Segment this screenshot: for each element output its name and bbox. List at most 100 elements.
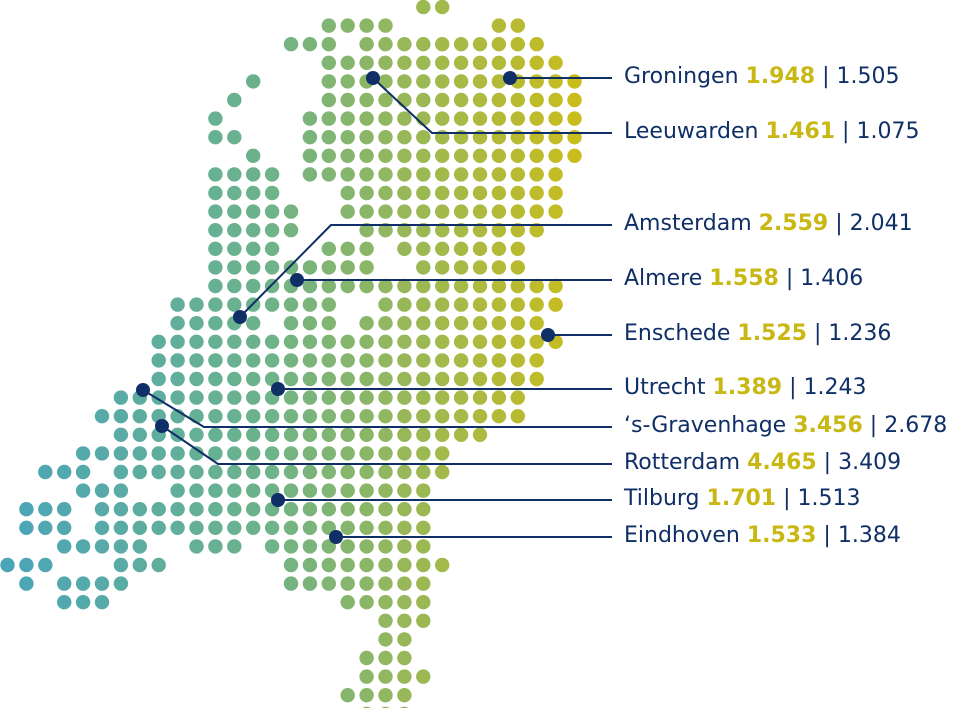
map-dot xyxy=(94,409,110,424)
value-separator: | xyxy=(815,64,837,89)
map-dot xyxy=(397,111,412,126)
map-dot xyxy=(246,353,261,368)
map-dot xyxy=(227,130,242,145)
map-dot xyxy=(378,446,393,461)
map-dot xyxy=(453,241,469,256)
map-dot xyxy=(340,557,355,573)
map-dot xyxy=(283,316,299,331)
map-dot xyxy=(548,185,563,201)
map-dot xyxy=(189,371,204,387)
map-dot xyxy=(283,223,299,238)
map-dot xyxy=(453,204,469,219)
city-marker-tilburg xyxy=(271,493,285,507)
map-dot xyxy=(340,334,355,349)
map-dot xyxy=(510,316,525,331)
map-dot xyxy=(321,464,336,480)
map-dot xyxy=(340,74,355,89)
map-dot xyxy=(416,371,431,387)
map-dot xyxy=(416,316,431,331)
map-dot xyxy=(491,316,507,331)
map-dot xyxy=(491,185,507,201)
map-dot xyxy=(302,464,318,480)
map-dot xyxy=(94,520,110,535)
map-dot xyxy=(19,520,34,535)
map-dot xyxy=(38,520,53,535)
map-dot xyxy=(491,204,507,219)
map-dot xyxy=(435,223,450,238)
city-value-highlight: 1.948 xyxy=(745,64,816,89)
map-dot xyxy=(435,371,450,387)
map-dot xyxy=(378,353,393,368)
map-dot xyxy=(264,464,280,480)
map-dot xyxy=(510,18,525,33)
map-dot xyxy=(491,223,507,238)
map-dot xyxy=(189,446,204,461)
map-dot xyxy=(246,520,261,535)
city-label-enschede: Enschede 1.525 | 1.236 xyxy=(624,321,891,347)
map-dot xyxy=(321,260,336,275)
map-dot xyxy=(548,297,563,312)
map-dot xyxy=(359,353,374,368)
map-dot xyxy=(397,557,412,573)
map-dot xyxy=(359,278,374,294)
map-dot xyxy=(472,409,488,424)
map-dot xyxy=(529,316,544,331)
map-dot xyxy=(378,297,393,312)
map-dot xyxy=(113,427,129,442)
map-dot xyxy=(529,148,544,163)
map-dot xyxy=(302,427,318,442)
value-separator: | xyxy=(828,211,850,236)
map-dot xyxy=(397,576,412,591)
map-dot xyxy=(472,241,488,256)
map-dot xyxy=(359,576,374,591)
map-dot xyxy=(208,111,223,126)
city-name: Tilburg xyxy=(624,486,700,511)
map-dot xyxy=(378,130,393,145)
map-dot xyxy=(435,557,450,573)
map-dot xyxy=(151,520,166,535)
map-dot xyxy=(340,167,355,182)
map-dot xyxy=(529,334,544,349)
map-dot xyxy=(435,167,450,182)
map-dot xyxy=(283,502,299,517)
map-dot xyxy=(491,55,507,70)
map-dot xyxy=(416,353,431,368)
map-dot xyxy=(491,390,507,405)
map-dot xyxy=(56,576,72,591)
map-dot xyxy=(359,446,374,461)
map-dot xyxy=(189,520,204,535)
map-dot xyxy=(397,390,412,405)
map-dot xyxy=(435,204,450,219)
city-marker-eindhoven xyxy=(329,530,343,544)
map-dot xyxy=(208,483,223,498)
map-dot xyxy=(56,464,72,480)
city-marker-leeuwarden xyxy=(366,71,380,85)
map-dot xyxy=(246,278,261,294)
map-dot xyxy=(378,371,393,387)
map-dot xyxy=(302,557,318,573)
map-dot xyxy=(529,371,544,387)
city-value-highlight: 1.533 xyxy=(746,523,817,548)
map-dot xyxy=(113,409,129,424)
map-dot xyxy=(472,427,488,442)
map-dot xyxy=(94,502,110,517)
map-dot xyxy=(453,37,469,52)
map-dot xyxy=(416,297,431,312)
map-dot xyxy=(359,55,374,70)
map-dot xyxy=(359,334,374,349)
map-dot xyxy=(94,576,110,591)
map-dot xyxy=(359,37,374,52)
map-dot xyxy=(227,241,242,256)
map-dot xyxy=(397,241,412,256)
city-value-secondary: 1.236 xyxy=(828,321,892,346)
map-dot xyxy=(397,353,412,368)
map-dot xyxy=(416,0,431,15)
map-dot xyxy=(302,130,318,145)
map-dot xyxy=(397,650,412,666)
map-dot xyxy=(416,167,431,182)
map-dot xyxy=(472,37,488,52)
map-dot xyxy=(491,167,507,182)
map-dot xyxy=(94,446,110,461)
map-dot xyxy=(359,371,374,387)
city-marker-s-gravenhage xyxy=(136,383,150,397)
